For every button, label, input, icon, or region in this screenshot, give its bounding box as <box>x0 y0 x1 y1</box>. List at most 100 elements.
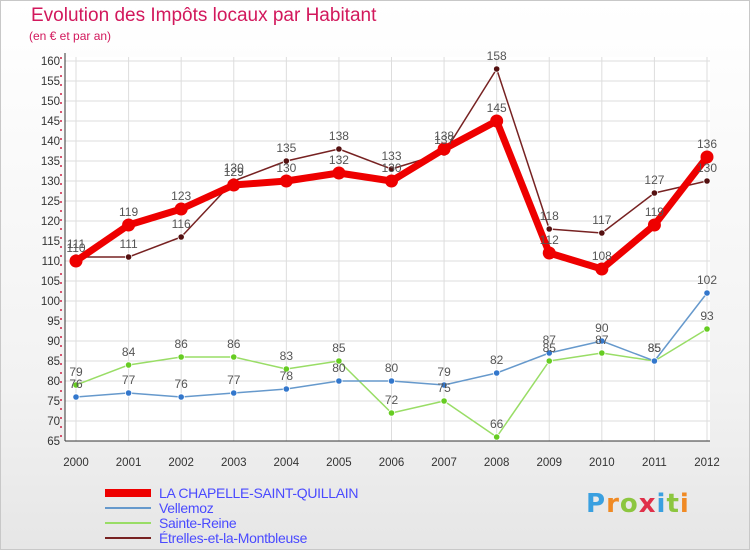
data-point <box>490 114 504 128</box>
data-label: 102 <box>697 273 717 287</box>
series-layer <box>69 65 714 441</box>
logo-letter: x <box>638 489 657 519</box>
chart-title: Evolution des Impôts locaux par Habitant <box>31 5 377 26</box>
y-tick-label: 70 <box>47 416 60 428</box>
data-point <box>387 165 396 173</box>
data-point <box>385 174 398 188</box>
legend-swatch-vellemoz <box>105 506 151 509</box>
data-point <box>493 369 501 377</box>
data-point <box>598 229 606 237</box>
legend-label: Vellemoz <box>159 499 214 516</box>
data-point <box>703 325 711 333</box>
data-label: 85 <box>332 341 346 355</box>
logo-letter: o <box>619 489 639 519</box>
data-point <box>387 409 396 417</box>
data-point <box>598 349 606 357</box>
x-tick-label: 2003 <box>221 457 247 469</box>
data-label-layer: 111 111 116 130 135 138 133 137 158 118 117 127 130 7… <box>66 49 717 431</box>
data-label: 77 <box>122 373 136 387</box>
y-tick-label: 120 <box>41 216 60 228</box>
data-label: 76 <box>174 377 188 391</box>
legend-item-etrelles: Étrelles-et-la-Montbleuse <box>105 530 358 546</box>
legend-item-la-chapelle: LA CHAPELLE-SAINT-QUILLAIN <box>105 484 359 501</box>
logo-letter: r <box>606 489 620 519</box>
x-tick-label: 2012 <box>694 457 720 469</box>
data-point <box>703 289 711 297</box>
y-tick-label: 125 <box>41 196 60 208</box>
data-label: 136 <box>697 137 717 151</box>
logo-letter: i <box>656 489 667 519</box>
data-label: 87 <box>595 333 609 347</box>
data-point <box>279 174 293 188</box>
data-point <box>703 177 711 185</box>
data-label: 130 <box>276 161 296 175</box>
data-point <box>177 353 185 361</box>
data-label: 90 <box>595 321 609 335</box>
data-point <box>335 377 343 385</box>
y-tick-label: 140 <box>41 136 60 148</box>
data-label: 83 <box>280 349 294 363</box>
data-label: 72 <box>385 393 399 407</box>
data-label: 66 <box>490 417 504 431</box>
data-label: 119 <box>119 205 138 219</box>
data-label: 112 <box>540 233 559 247</box>
logo-letter: P <box>586 489 607 519</box>
data-point <box>440 381 448 389</box>
data-label: 129 <box>224 165 244 179</box>
x-tick-label: 2001 <box>116 457 142 469</box>
data-label: 117 <box>592 213 611 227</box>
data-label: 85 <box>543 341 557 355</box>
data-label: 76 <box>69 377 83 391</box>
x-tick-label: 2002 <box>168 457 194 469</box>
data-point <box>335 145 343 153</box>
x-tick-label: 2007 <box>431 457 457 469</box>
data-point <box>227 178 241 192</box>
data-label: 111 <box>67 237 86 251</box>
y-tick-label: 65 <box>47 436 60 448</box>
y-tick-label: 150 <box>41 96 60 108</box>
y-tick-label: 155 <box>41 76 60 88</box>
data-label: 80 <box>332 361 346 375</box>
logo-letter: t <box>666 489 680 519</box>
y-tick-label: 115 <box>42 236 60 248</box>
legend-label: LA CHAPELLE-SAINT-QUILLAIN <box>159 484 359 501</box>
y-tick-label: 160 <box>41 56 60 68</box>
data-label: 158 <box>487 49 507 63</box>
proxiti-logo: Proxiti <box>586 489 690 519</box>
data-point <box>700 150 714 164</box>
grid-layer <box>65 57 710 442</box>
x-tick-label: 2009 <box>536 457 562 469</box>
legend-label: Sainte-Reine <box>159 514 237 531</box>
data-point <box>282 365 290 373</box>
data-point <box>174 202 188 216</box>
data-point <box>124 253 133 261</box>
x-tick-label: 2010 <box>589 457 615 469</box>
legend-swatch-la-chapelle <box>105 488 151 497</box>
data-point <box>647 218 661 232</box>
data-point <box>545 349 553 357</box>
chart-subtitle: (en € et par an) <box>29 29 112 43</box>
data-label: 133 <box>381 149 401 163</box>
data-point <box>335 357 343 365</box>
data-point <box>72 381 80 389</box>
plot-area <box>65 57 710 441</box>
data-label: 75 <box>437 381 451 395</box>
logo-letter: i <box>679 489 690 519</box>
data-label: 79 <box>69 365 83 379</box>
y-tick-label: 105 <box>41 276 60 288</box>
y-tick-label: 100 <box>41 296 60 308</box>
y-tick-label: 110 <box>42 256 60 268</box>
legend-item-vellemoz: Vellemoz <box>105 499 358 516</box>
data-label: 135 <box>276 141 296 155</box>
y-tick-label: 145 <box>41 116 60 128</box>
data-label: 108 <box>592 249 612 263</box>
legend-swatch-sainte-reine <box>105 521 151 524</box>
data-label: 84 <box>122 345 136 359</box>
x-tick-label: 2000 <box>63 457 89 469</box>
data-label: 123 <box>171 189 191 203</box>
data-label: 85 <box>648 341 662 355</box>
data-point <box>230 353 238 361</box>
x-tick-label: 2004 <box>274 457 300 469</box>
data-point <box>282 385 290 393</box>
